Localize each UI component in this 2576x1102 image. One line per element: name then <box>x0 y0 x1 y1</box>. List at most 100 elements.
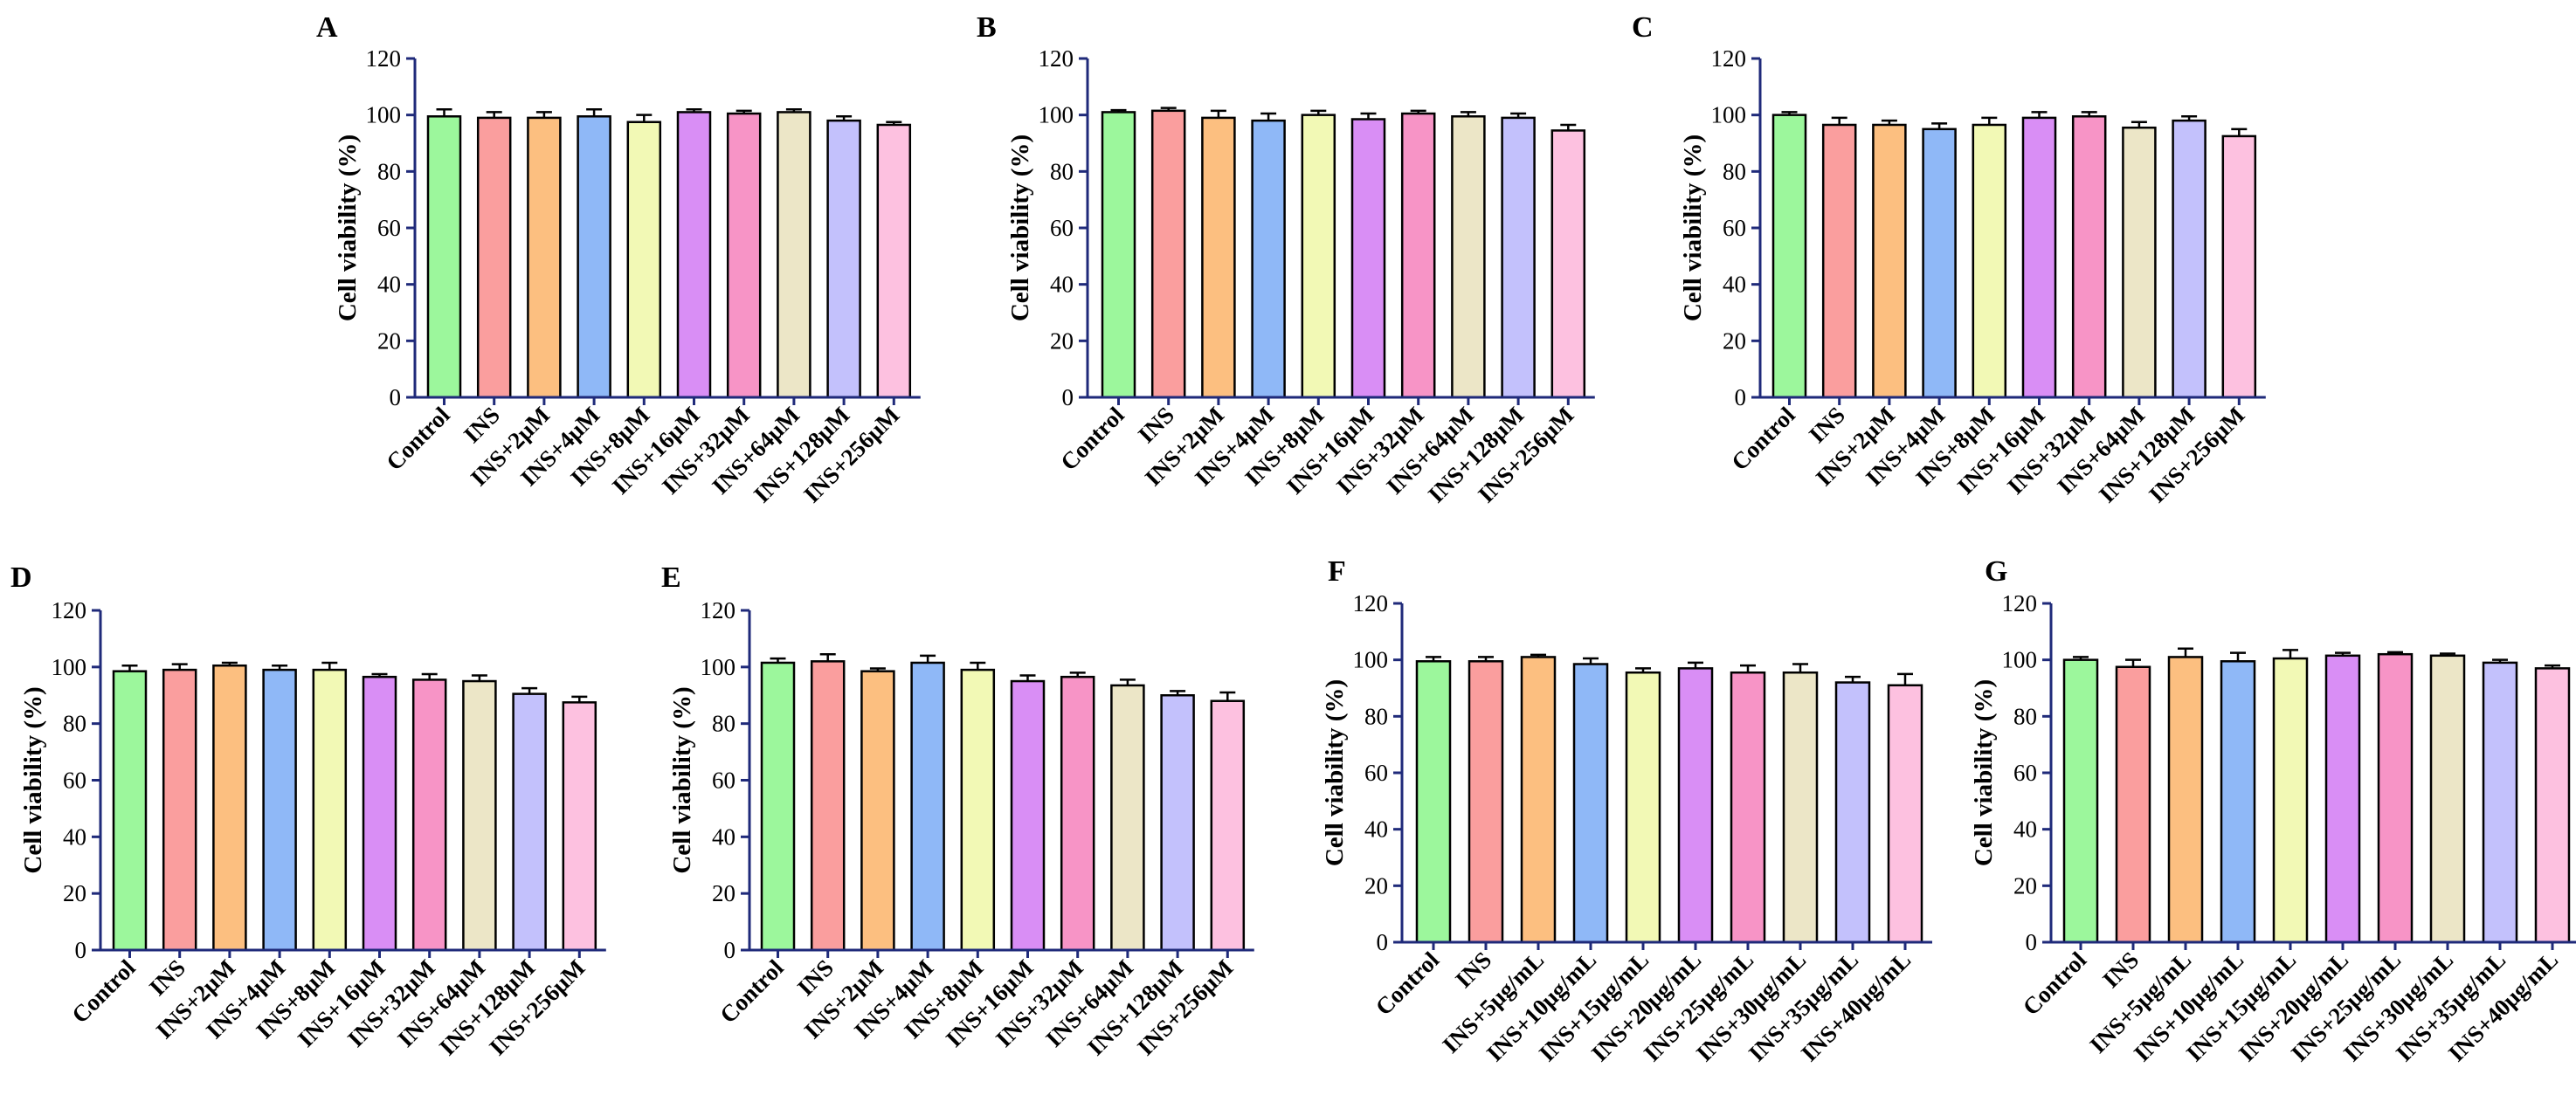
y-tick-label-e-0: 0 <box>724 937 736 963</box>
y-axis-title-d: Cell viability (%) <box>19 686 47 873</box>
x-tick-label-c-1: Control <box>1726 402 1800 476</box>
bar-d-10 <box>562 701 597 952</box>
y-tick-label-f-0: 0 <box>1377 929 1389 955</box>
y-tick-label-f-100: 100 <box>1353 647 1389 673</box>
y-tick-label-e-80: 80 <box>712 711 736 737</box>
bar-e-5 <box>960 668 996 952</box>
bar-e-3 <box>860 670 895 952</box>
bar-f-9 <box>1834 681 1871 944</box>
bar-e-6 <box>1010 679 1046 952</box>
bar-c-4 <box>1922 127 1957 399</box>
y-tick-label-c-40: 40 <box>1723 272 1746 298</box>
bar-g-5 <box>2272 657 2309 944</box>
bar-c-3 <box>1872 123 1907 399</box>
x-tick-label-b-1: Control <box>1055 402 1129 476</box>
bar-f-7 <box>1730 671 1766 944</box>
bar-g-9 <box>2482 661 2518 944</box>
y-tick-label-b-20: 20 <box>1050 327 1074 354</box>
panel-letter-d: D <box>10 561 32 594</box>
y-axis-title-b: Cell viability (%) <box>1006 134 1034 321</box>
y-tick-label-a-0: 0 <box>390 384 402 410</box>
bar-a-9 <box>826 119 861 399</box>
y-tick-label-f-40: 40 <box>1364 816 1388 843</box>
bar-b-5 <box>1301 114 1336 399</box>
x-tick-label-e-1: Control <box>715 954 789 1029</box>
bar-c-2 <box>1821 123 1857 399</box>
bar-a-4 <box>577 115 611 399</box>
bar-b-2 <box>1150 109 1186 399</box>
y-tick-label-e-60: 60 <box>712 768 736 794</box>
y-tick-label-a-100: 100 <box>366 102 402 128</box>
bar-b-10 <box>1550 129 1586 399</box>
y-tick-label-b-100: 100 <box>1039 102 1074 128</box>
y-tick-label-e-20: 20 <box>712 880 736 906</box>
bar-a-5 <box>626 121 662 399</box>
bar-d-7 <box>411 678 447 952</box>
y-axis-title-f: Cell viability (%) <box>1321 679 1349 866</box>
y-tick-label-a-80: 80 <box>377 158 401 184</box>
y-tick-label-e-100: 100 <box>701 654 736 680</box>
bar-g-2 <box>2115 665 2151 944</box>
panel-letter-e: E <box>661 561 681 594</box>
bar-b-3 <box>1201 116 1236 399</box>
bar-b-8 <box>1451 115 1486 399</box>
bar-d-8 <box>462 679 497 952</box>
y-tick-label-d-120: 120 <box>52 597 87 623</box>
bar-b-4 <box>1251 119 1286 399</box>
x-tick-label-a-1: Control <box>381 402 455 476</box>
bar-a-10 <box>876 123 912 399</box>
bar-g-4 <box>2220 660 2256 944</box>
y-tick-label-f-20: 20 <box>1364 872 1388 899</box>
y-tick-label-c-100: 100 <box>1711 102 1747 128</box>
bar-c-8 <box>2122 126 2157 399</box>
bar-f-5 <box>1625 671 1661 944</box>
bar-d-3 <box>212 664 247 952</box>
bar-c-7 <box>2071 115 2107 399</box>
bar-e-10 <box>1210 699 1246 952</box>
y-tick-label-g-80: 80 <box>2013 703 2037 729</box>
y-tick-label-d-40: 40 <box>63 823 86 850</box>
panel-letter-c: C <box>1632 11 1654 44</box>
y-tick-label-c-120: 120 <box>1711 45 1747 72</box>
bar-d-6 <box>362 675 397 952</box>
bar-a-8 <box>777 111 811 399</box>
x-tick-label-f-1: Control <box>1371 947 1445 1021</box>
y-tick-label-c-0: 0 <box>1735 384 1747 410</box>
bar-f-1 <box>1415 660 1452 944</box>
bar-f-6 <box>1677 667 1714 944</box>
bar-e-1 <box>760 661 796 952</box>
y-tick-label-a-20: 20 <box>377 327 401 354</box>
y-tick-label-g-120: 120 <box>2002 590 2038 616</box>
bar-e-9 <box>1160 694 1195 952</box>
bar-e-4 <box>910 661 945 952</box>
x-tick-label-g-2: INS <box>2097 947 2144 993</box>
y-tick-label-g-100: 100 <box>2002 647 2038 673</box>
bar-f-8 <box>1782 671 1819 944</box>
y-tick-label-a-40: 40 <box>377 272 401 298</box>
bar-a-3 <box>527 116 562 399</box>
bar-a-7 <box>726 112 762 399</box>
bar-c-10 <box>2221 134 2257 399</box>
bar-a-2 <box>476 116 512 399</box>
bar-g-6 <box>2324 654 2361 944</box>
bar-e-7 <box>1060 675 1095 952</box>
y-tick-label-d-60: 60 <box>63 768 86 794</box>
bar-f-2 <box>1468 660 1504 944</box>
y-tick-label-f-80: 80 <box>1364 703 1388 729</box>
y-axis-title-a: Cell viability (%) <box>334 134 362 321</box>
bar-a-1 <box>426 115 462 399</box>
y-tick-label-g-40: 40 <box>2013 816 2037 843</box>
y-tick-label-a-60: 60 <box>377 215 401 241</box>
y-tick-label-b-40: 40 <box>1050 272 1074 298</box>
bar-d-4 <box>262 668 297 952</box>
bar-e-2 <box>810 660 846 952</box>
bar-e-8 <box>1110 684 1145 952</box>
bar-d-1 <box>112 670 148 952</box>
